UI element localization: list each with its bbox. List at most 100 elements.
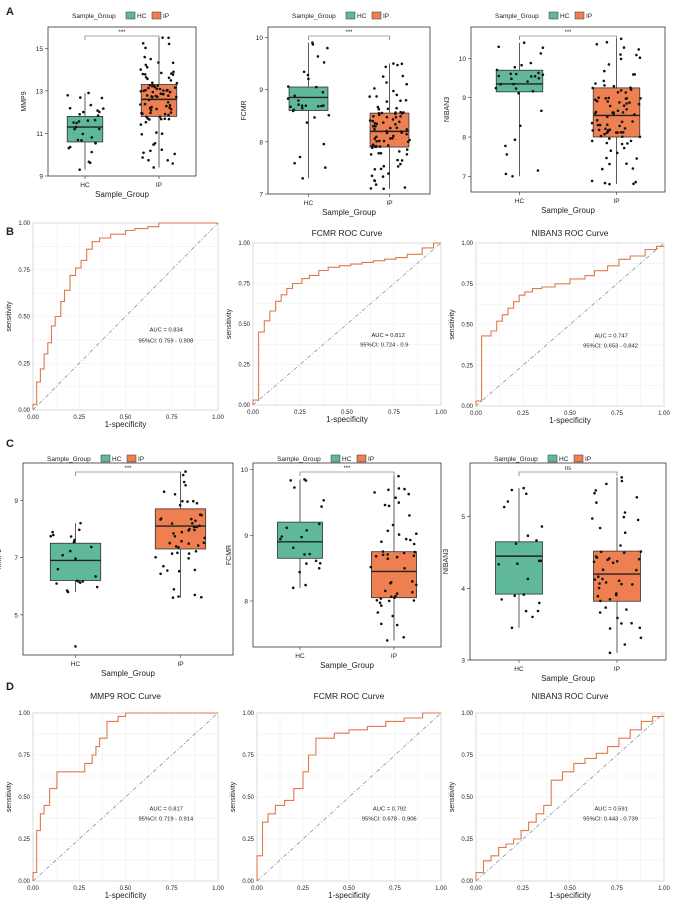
data-point [162, 564, 165, 568]
data-point [603, 132, 606, 136]
data-point [395, 555, 399, 559]
data-point [519, 124, 522, 128]
data-point [163, 112, 167, 116]
data-point [377, 151, 381, 155]
data-point [629, 139, 633, 143]
data-point [322, 142, 326, 146]
data-point [327, 113, 331, 117]
data-point [373, 168, 377, 171]
data-point [175, 95, 178, 99]
diagonal-reference-line [475, 712, 665, 882]
data-point [392, 89, 395, 93]
x-tick-label: IP [386, 200, 392, 207]
data-point [98, 127, 101, 131]
x-tick-label: IP [613, 198, 619, 205]
data-point [539, 52, 543, 55]
data-point [280, 535, 284, 538]
data-point [292, 546, 295, 550]
data-point [602, 79, 606, 83]
data-point [182, 480, 186, 484]
data-point [502, 505, 506, 509]
x-tick-label: 1.00 [212, 415, 224, 421]
legend-key-ip [126, 454, 137, 463]
data-point [513, 594, 516, 597]
data-point [95, 585, 99, 589]
data-point [623, 643, 627, 646]
data-point [625, 608, 628, 611]
y-tick-label: 9 [244, 533, 248, 540]
data-point [308, 552, 312, 556]
legend: Sample_Group HC IP [72, 11, 169, 20]
data-point [616, 616, 619, 620]
data-point [78, 528, 81, 532]
data-point [400, 62, 404, 66]
data-point [163, 117, 167, 121]
data-point [389, 126, 392, 130]
significance-bracket [519, 35, 617, 40]
data-point [619, 53, 622, 56]
data-point [404, 99, 408, 102]
data-point [383, 503, 387, 507]
box-ip [368, 62, 411, 191]
data-point [67, 146, 71, 150]
data-point [322, 104, 325, 107]
data-point [203, 536, 206, 540]
box-hc [277, 478, 326, 590]
significance-label: *** [118, 30, 126, 36]
data-point [166, 101, 170, 104]
data-point [73, 127, 76, 131]
data-point [373, 145, 377, 148]
data-point [300, 535, 303, 539]
data-point [411, 580, 414, 583]
data-point [190, 517, 193, 521]
data-point [69, 549, 72, 553]
data-point [597, 96, 600, 99]
x-tick-label: 0.00 [470, 886, 482, 892]
data-point [96, 114, 100, 117]
data-point [499, 82, 503, 86]
data-point [377, 112, 381, 115]
data-point [399, 99, 402, 102]
data-point [195, 525, 199, 529]
x-axis-title: Sample_Group [541, 674, 595, 683]
plot-frame [22, 462, 234, 656]
data-point [180, 530, 184, 534]
data-point [174, 545, 178, 548]
data-point [139, 90, 143, 93]
data-point [638, 626, 642, 630]
plot-frame [267, 26, 431, 195]
data-point [513, 138, 517, 141]
data-point [159, 92, 163, 95]
data-point [415, 532, 418, 535]
x-tick-label: 0.75 [611, 411, 623, 417]
data-point [148, 83, 152, 87]
data-point [638, 56, 642, 59]
data-point [608, 651, 612, 655]
data-point [320, 104, 323, 108]
x-tick-label: HC [295, 653, 305, 660]
data-point [149, 111, 152, 115]
data-point [639, 636, 643, 640]
data-point [608, 128, 611, 131]
data-point [386, 529, 390, 533]
roc-curve [32, 712, 218, 881]
data-point [408, 138, 411, 142]
data-point [604, 127, 607, 131]
data-point [622, 46, 626, 49]
box-iqr [371, 551, 417, 599]
data-point [535, 539, 538, 542]
data-point [181, 473, 185, 477]
data-point [394, 115, 398, 119]
x-tick-label: 0.25 [73, 415, 85, 421]
data-point [402, 551, 406, 555]
data-point [157, 61, 160, 64]
legend-label-ip: IP [138, 456, 144, 463]
data-point [615, 560, 619, 563]
data-point [513, 65, 517, 69]
data-point [73, 538, 76, 542]
data-point [628, 101, 631, 104]
data-point [389, 137, 392, 140]
chart-c1: Sample_Group HC IP 5 7 9 MMP9 HC IP Sample_Group *… [0, 454, 234, 678]
data-point [306, 73, 310, 77]
data-point [529, 75, 533, 78]
